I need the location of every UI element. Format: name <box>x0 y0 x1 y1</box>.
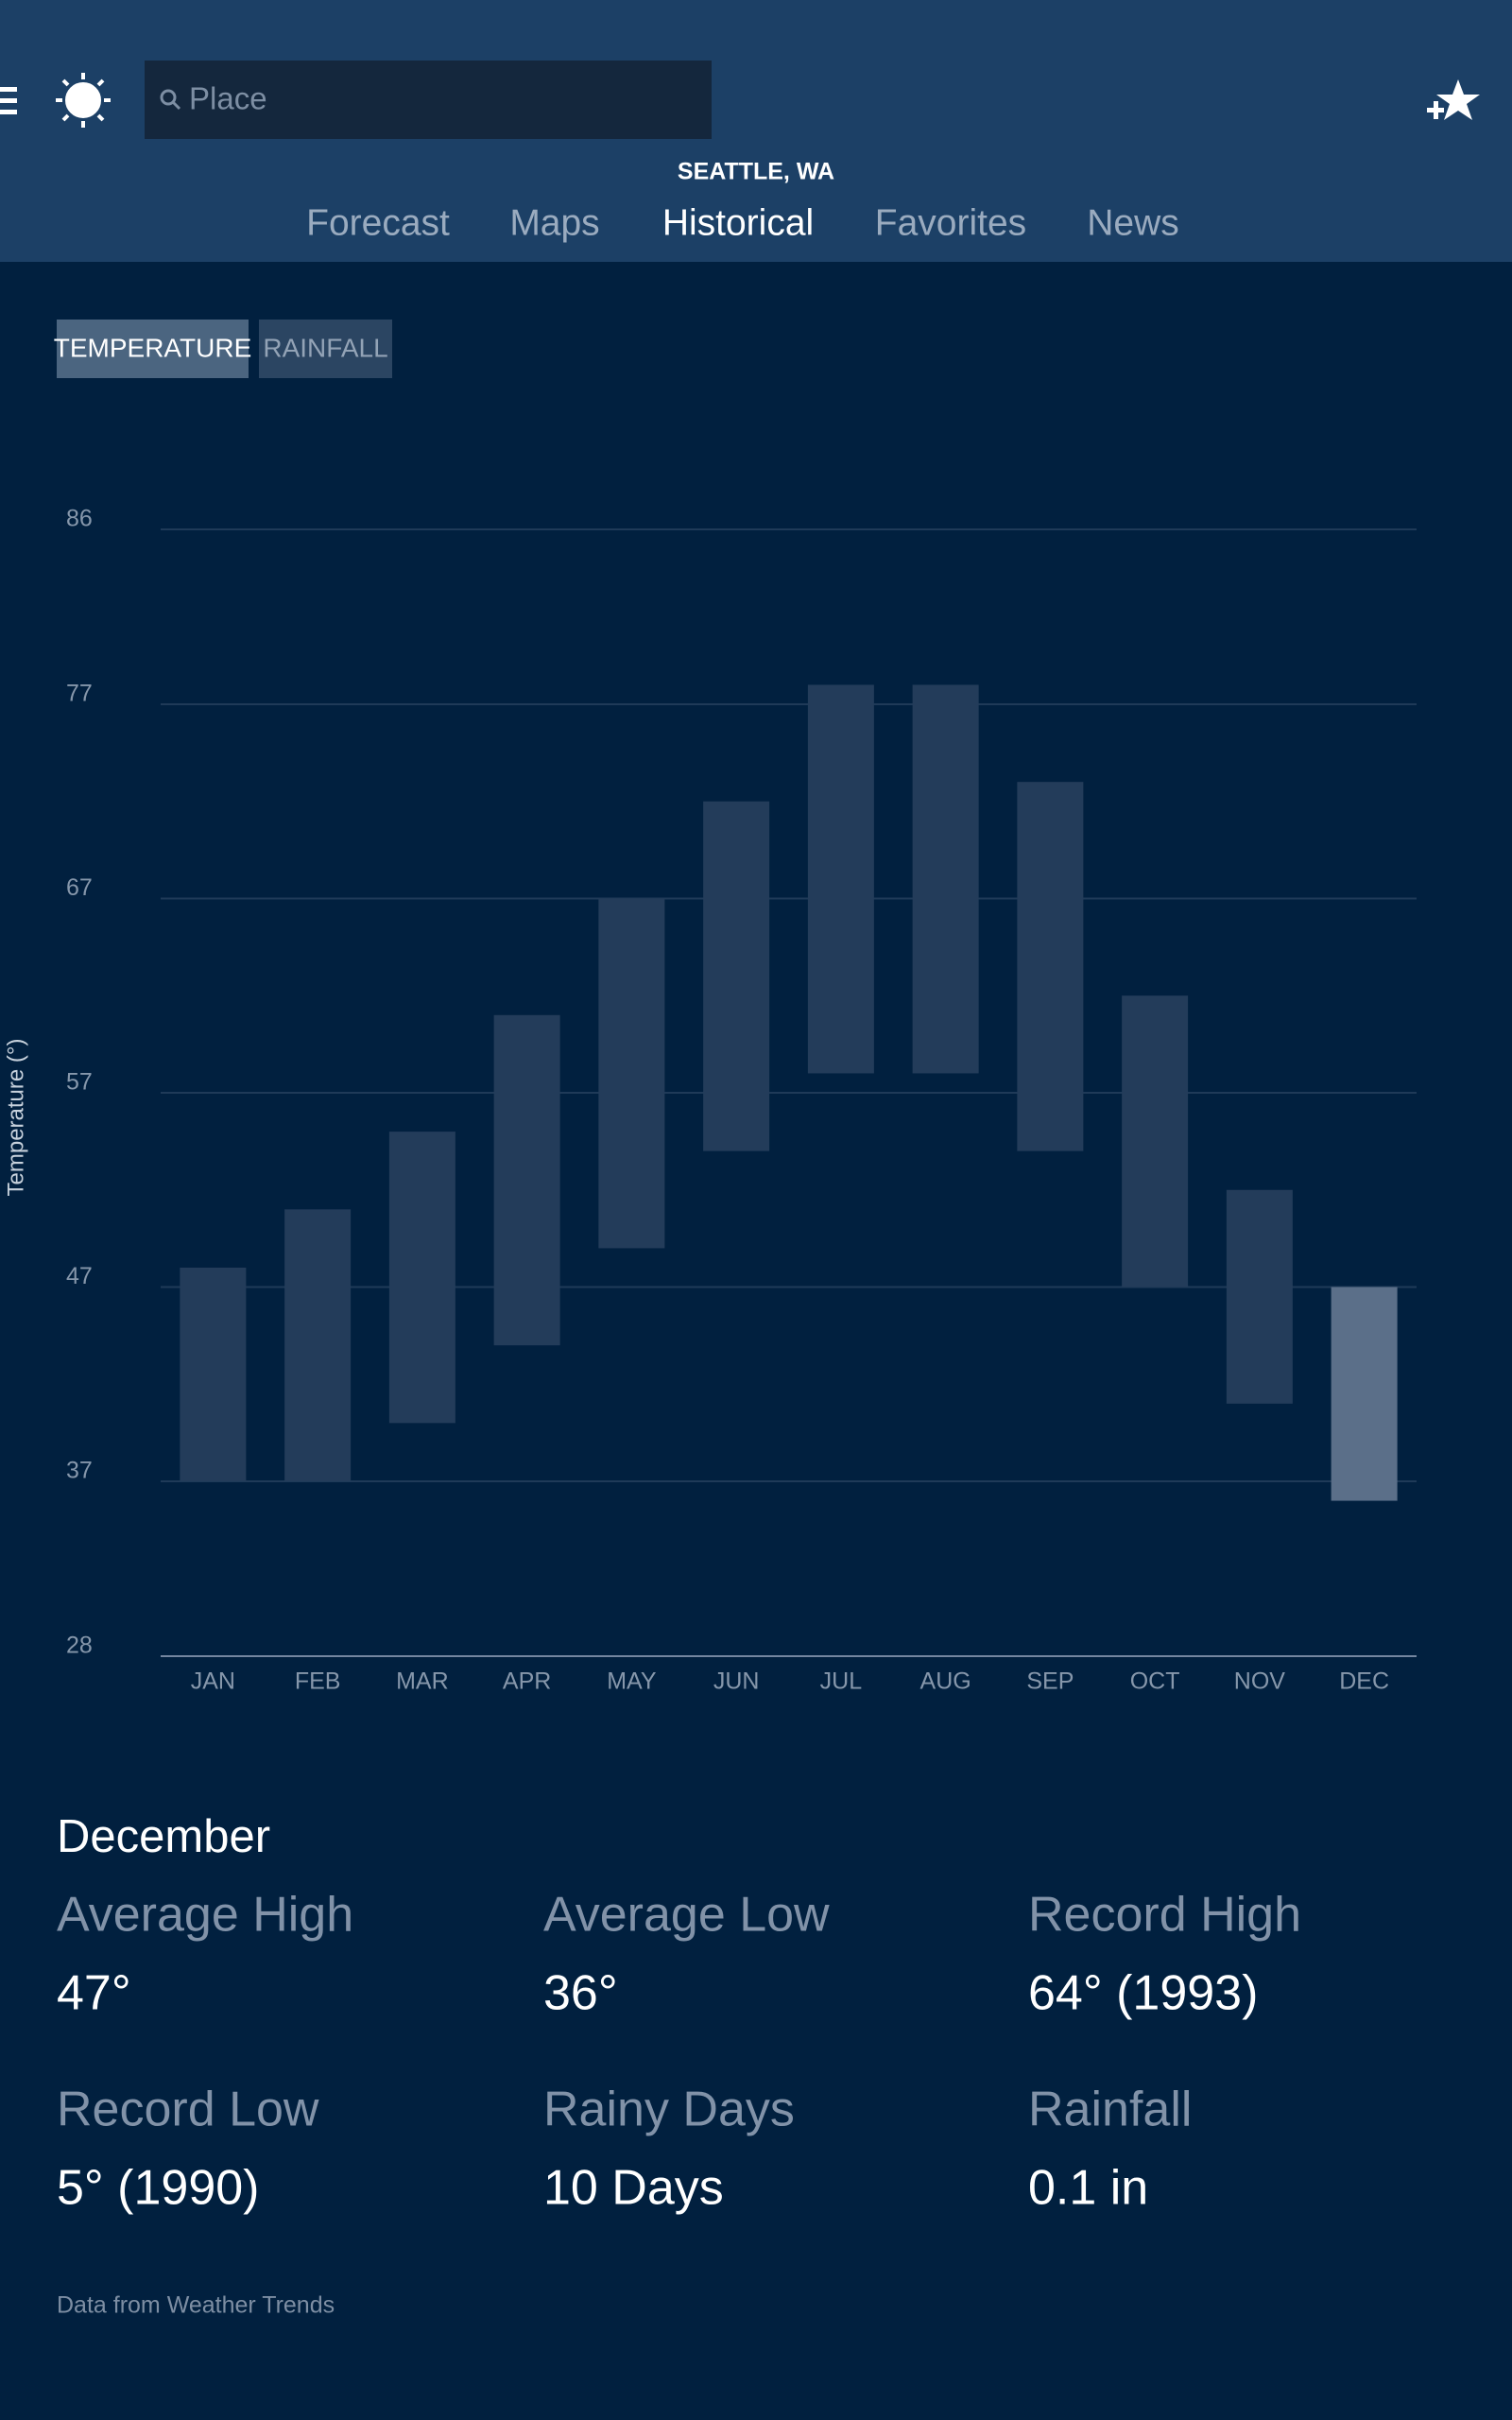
chart: Temperature (°) 28 37 47 57 67 77 86 JAN FEB MAR AP… <box>3 506 1417 1695</box>
x-tick-label: SEP <box>1026 1668 1074 1695</box>
range-bar[interactable] <box>180 1267 247 1482</box>
range-bar[interactable] <box>1226 1189 1293 1404</box>
stat-label: Rainy Days <box>543 2083 795 2137</box>
y-tick-label: 57 <box>66 1069 93 1096</box>
range-bar[interactable] <box>493 1014 560 1346</box>
stat-label: Rainfall <box>1028 2083 1192 2137</box>
location: SEATTLE, WA <box>678 159 834 185</box>
nav-item[interactable]: Forecast <box>306 202 450 243</box>
range-bar[interactable] <box>1122 995 1189 1288</box>
range-bar[interactable] <box>703 801 770 1151</box>
x-tick-label: JUN <box>713 1668 760 1695</box>
nav-item[interactable]: Favorites <box>875 202 1026 243</box>
tab-label: TEMPERATURE <box>54 333 252 362</box>
nav: Forecast Maps Historical Favorites News <box>306 202 1179 243</box>
stat-value: 64° (1993) <box>1028 1966 1258 2021</box>
x-tick-label: MAY <box>607 1668 657 1695</box>
x-tick-label: APR <box>503 1668 551 1695</box>
range-bar[interactable] <box>912 684 979 1074</box>
stat-value: 10 Days <box>543 2161 724 2216</box>
nav-item[interactable]: Historical <box>662 202 814 243</box>
x-tick-label: OCT <box>1130 1668 1180 1695</box>
stat-label: Average Low <box>543 1888 830 1943</box>
stat-value: 36° <box>543 1966 618 2021</box>
x-tick-label: NOV <box>1234 1668 1286 1695</box>
search-box[interactable]: Place <box>145 60 712 139</box>
y-tick-label: 77 <box>66 681 93 707</box>
y-tick-label: 47 <box>66 1263 93 1289</box>
details-title: December <box>57 1811 270 1862</box>
weather-logo <box>56 73 111 128</box>
stat-value: 0.1 in <box>1028 2161 1148 2216</box>
footer: Data from Weather Trends <box>57 2292 335 2319</box>
x-tick-label: MAR <box>396 1668 449 1695</box>
nav-item[interactable]: News <box>1087 202 1179 243</box>
search-placeholder: Place <box>189 81 267 116</box>
add-favorite-button[interactable] <box>1427 79 1480 120</box>
tab[interactable]: TEMPERATURE <box>54 320 252 378</box>
range-bar[interactable] <box>598 898 665 1249</box>
y-tick-label: 86 <box>66 506 93 532</box>
y-tick-label: 67 <box>66 874 93 901</box>
stat-label: Average High <box>57 1888 353 1943</box>
tab[interactable]: RAINFALL <box>259 320 392 378</box>
tab-background <box>57 320 249 378</box>
tab-background <box>259 320 392 378</box>
y-tick-label: 28 <box>66 1633 93 1659</box>
range-bar[interactable] <box>284 1209 352 1482</box>
tabs: TEMPERATURE RAINFALL <box>54 320 392 378</box>
x-tick-label: DEC <box>1339 1668 1389 1695</box>
details: December Average High 47° Average Low 36° Rec… <box>57 1811 1301 2216</box>
x-tick-label: JAN <box>191 1668 235 1695</box>
tab-label: RAINFALL <box>263 333 387 362</box>
nav-item[interactable]: Maps <box>509 202 599 243</box>
range-bar[interactable] <box>807 684 874 1074</box>
range-bar[interactable] <box>1331 1287 1398 1501</box>
x-tick-label: AUG <box>920 1668 971 1695</box>
menu-button[interactable] <box>0 87 17 114</box>
stat-label: Record Low <box>57 2083 319 2137</box>
x-tick-label: JUL <box>820 1668 863 1695</box>
y-tick-label: 37 <box>66 1458 93 1484</box>
x-tick-label: FEB <box>295 1668 341 1695</box>
stat-value: 5° (1990) <box>57 2161 259 2216</box>
stat-value: 47° <box>57 1966 131 2021</box>
range-bar[interactable] <box>1017 782 1084 1151</box>
stat-label: Record High <box>1028 1888 1301 1943</box>
y-axis-label: Temperature (°) <box>3 1039 28 1197</box>
range-bar[interactable] <box>388 1132 455 1424</box>
